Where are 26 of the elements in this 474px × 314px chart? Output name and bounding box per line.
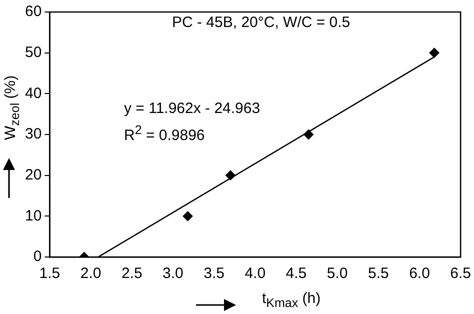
y-tick-label: 20: [24, 166, 42, 184]
annotation: y = 11.962x - 24.963: [124, 100, 260, 117]
annotation: R$^{2}$ = 0.9896: [124, 123, 205, 144]
point: [304, 130, 314, 140]
x-tick-label: 3.0: [162, 265, 184, 282]
x-axis-title: t$_{Kmax}$ (h): [262, 290, 321, 310]
x-tick-label: 3.5: [204, 265, 224, 282]
point: [182, 211, 193, 222]
x-tick-label: 5.0: [326, 265, 348, 282]
x-tick-label: 2.5: [121, 265, 142, 282]
y-tick-label: 0: [33, 248, 42, 266]
x-tick-label: 6.5: [450, 265, 472, 282]
x-tick-label: 4.0: [244, 265, 266, 282]
point: [429, 48, 440, 58]
y-tick-label: 40: [24, 84, 42, 102]
y-tick-label: 50: [24, 44, 42, 61]
x-tick-label: 6.0: [409, 265, 430, 282]
point: [225, 170, 236, 180]
y-tick-label: 10: [24, 207, 42, 224]
x-tick-label: 2.0: [80, 265, 102, 282]
x-tick-label: 1.5: [39, 265, 60, 282]
y-tick-label: 30: [24, 126, 42, 143]
y-tick-label: 60: [24, 3, 42, 20]
x-tick-label: 5.5: [368, 265, 389, 282]
annotation: PC - 45B, 20°C, W/C = 0.5: [172, 14, 350, 31]
x-tick-label: 4.5: [286, 265, 307, 282]
